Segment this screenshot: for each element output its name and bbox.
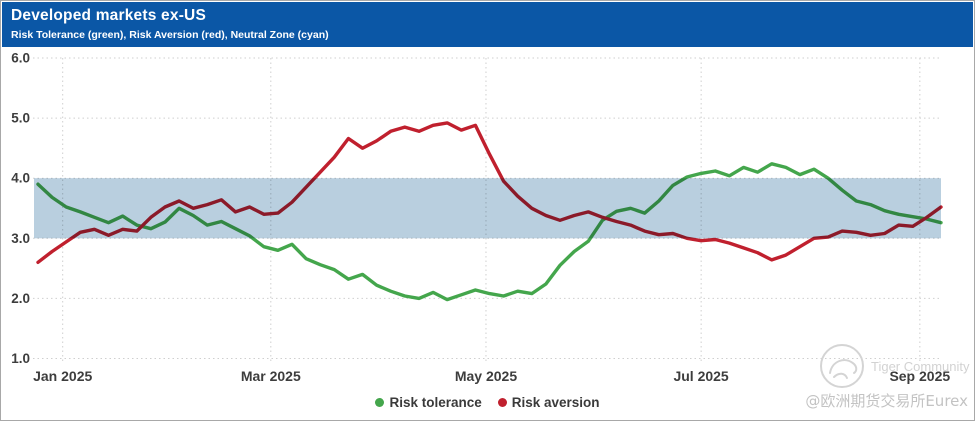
risk-aversion-dot-icon [497, 398, 507, 407]
legend-item-risk-aversion: Risk aversion [497, 395, 600, 410]
x-axis-tick-label: Mar 2025 [241, 368, 301, 384]
legend-item-risk-tolerance: Risk tolerance [375, 395, 482, 410]
chart-title: Developed markets ex-US [11, 7, 206, 24]
neutral-zone-band [34, 178, 941, 239]
risk-tolerance-dot-icon [375, 398, 385, 407]
y-axis-tick-label: 1.0 [11, 351, 30, 366]
y-axis-tick-label: 5.0 [11, 111, 30, 126]
y-axis-tick-label: 3.0 [11, 231, 30, 246]
legend: Risk tolerance Risk aversion [0, 395, 975, 410]
y-axis-tick-label: 4.0 [11, 171, 30, 186]
x-axis-tick-label: Sep 2025 [889, 368, 950, 384]
watermark-brand: Tiger Community [871, 359, 970, 374]
legend-label: Risk aversion [511, 395, 600, 410]
x-axis-tick-label: Jul 2025 [673, 368, 728, 384]
tiger-logo-icon [829, 359, 858, 374]
chart-header: Developed markets ex-US Risk Tolerance (… [2, 2, 973, 47]
tiger-logo-icon [820, 344, 864, 388]
y-axis-tick-label: 2.0 [11, 291, 30, 306]
tiger-logo-icon [833, 372, 848, 379]
chart-subtitle: Risk Tolerance (green), Risk Aversion (r… [11, 29, 329, 41]
watermark-handle: @欧洲期货交易所Eurex [805, 392, 968, 410]
x-axis-tick-label: May 2025 [455, 368, 517, 384]
x-axis-tick-label: Jan 2025 [33, 368, 92, 384]
y-axis-tick-label: 6.0 [11, 51, 30, 66]
legend-label: Risk tolerance [389, 395, 482, 410]
watermark: Tiger Community @欧洲期货交易所Eurex [805, 344, 970, 410]
